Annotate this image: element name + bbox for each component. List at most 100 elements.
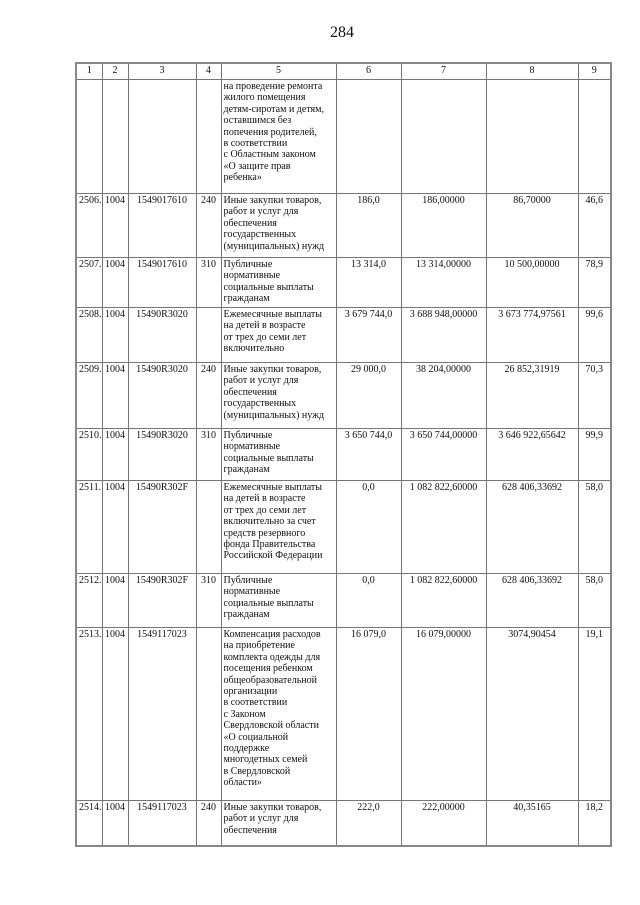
section-code-cell: 1004 (101, 627, 129, 801)
expense-type-cell: 240 (195, 362, 222, 429)
percent-executed-cell: 78,9 (577, 257, 612, 308)
row-number-cell: 2506. (75, 193, 103, 258)
expense-type-cell: 310 (195, 428, 222, 481)
amount-revised-cell: 1 082 822,60000 (400, 480, 487, 574)
percent-executed-cell: 58,0 (577, 573, 612, 628)
description-cell: Публичные нормативные социальные выплаты… (220, 257, 337, 308)
target-code-cell (127, 79, 197, 194)
row-number-cell: 2507. (75, 257, 103, 308)
amount-revised-cell: 3 688 948,00000 (400, 307, 487, 363)
budget-table: 1 2 3 4 5 6 7 8 9 на проведение ремонта … (75, 62, 612, 847)
section-code-cell: 1004 (101, 428, 129, 481)
expense-type-cell (195, 627, 222, 801)
description-cell: Ежемесячные выплаты на детей в возрасте … (220, 480, 337, 574)
section-code-cell: 1004 (101, 362, 129, 429)
description-cell: Публичные нормативные социальные выплаты… (220, 428, 337, 481)
section-code-cell: 1004 (101, 480, 129, 574)
amount-revised-cell (400, 79, 487, 194)
section-code-cell: 1004 (101, 257, 129, 308)
amount-executed-cell: 3074,90454 (485, 627, 579, 801)
amount-executed-cell: 40,35165 (485, 800, 579, 847)
percent-executed-cell: 46,6 (577, 193, 612, 258)
expense-type-cell: 240 (195, 193, 222, 258)
table-row: 2510. 1004 15490R3020 310 Публичные норматив… (75, 428, 612, 481)
amount-approved-cell: 13 314,0 (335, 257, 402, 308)
target-code-cell: 1549017610 (127, 193, 197, 258)
table-row: 2514. 1004 1549117023 240 Иные закупки товар… (75, 800, 612, 847)
column-header: 7 (400, 62, 487, 80)
column-header: 2 (101, 62, 129, 80)
description-cell: Публичные нормативные социальные выплаты… (220, 573, 337, 628)
percent-executed-cell: 70,3 (577, 362, 612, 429)
table-row: 2509. 1004 15490R3020 240 Иные закупки товар… (75, 362, 612, 429)
table-row: 2511. 1004 15490R302F Ежемесячные выплаты н… (75, 480, 612, 574)
description-cell: Иные закупки товаров, работ и услуг для … (220, 800, 337, 847)
amount-executed-cell: 3 673 774,97561 (485, 307, 579, 363)
amount-revised-cell: 3 650 744,00000 (400, 428, 487, 481)
amount-approved-cell: 16 079,0 (335, 627, 402, 801)
amount-approved-cell: 3 650 744,0 (335, 428, 402, 481)
target-code-cell: 1549017610 (127, 257, 197, 308)
row-number-cell: 2513. (75, 627, 103, 801)
column-header: 4 (195, 62, 222, 80)
description-cell: Ежемесячные выплаты на детей в возрасте … (220, 307, 337, 363)
table-row: 2512. 1004 15490R302F 310 Публичные норматив… (75, 573, 612, 628)
table-header-row: 1 2 3 4 5 6 7 8 9 (75, 62, 612, 80)
row-number-cell (75, 79, 103, 194)
description-cell: Иные закупки товаров, работ и услуг для … (220, 193, 337, 258)
description-cell: Иные закупки товаров, работ и услуг для … (220, 362, 337, 429)
percent-executed-cell: 58,0 (577, 480, 612, 574)
column-header: 5 (220, 62, 337, 80)
amount-revised-cell: 38 204,00000 (400, 362, 487, 429)
percent-executed-cell: 99,9 (577, 428, 612, 481)
percent-executed-cell (577, 79, 612, 194)
row-number-cell: 2510. (75, 428, 103, 481)
target-code-cell: 15490R3020 (127, 362, 197, 429)
amount-executed-cell: 86,70000 (485, 193, 579, 258)
description-cell: на проведение ремонта жилого помещения д… (220, 79, 337, 194)
column-header: 3 (127, 62, 197, 80)
target-code-cell: 15490R302F (127, 573, 197, 628)
amount-approved-cell: 222,0 (335, 800, 402, 847)
section-code-cell (101, 79, 129, 194)
table-row: 2506. 1004 1549017610 240 Иные закупки товар… (75, 193, 612, 258)
amount-approved-cell (335, 79, 402, 194)
column-header: 8 (485, 62, 579, 80)
section-code-cell: 1004 (101, 800, 129, 847)
target-code-cell: 1549117023 (127, 800, 197, 847)
table-row: 2513. 1004 1549117023 Компенсация расходов … (75, 627, 612, 801)
amount-executed-cell (485, 79, 579, 194)
row-number-cell: 2512. (75, 573, 103, 628)
target-code-cell: 15490R3020 (127, 428, 197, 481)
amount-executed-cell: 3 646 922,65642 (485, 428, 579, 481)
amount-revised-cell: 186,00000 (400, 193, 487, 258)
column-header: 1 (75, 62, 103, 80)
expense-type-cell: 310 (195, 257, 222, 308)
target-code-cell: 15490R302F (127, 480, 197, 574)
expense-type-cell: 310 (195, 573, 222, 628)
table-row: 2507. 1004 1549017610 310 Публичные норматив… (75, 257, 612, 308)
percent-executed-cell: 19,1 (577, 627, 612, 801)
amount-revised-cell: 16 079,00000 (400, 627, 487, 801)
amount-executed-cell: 26 852,31919 (485, 362, 579, 429)
section-code-cell: 1004 (101, 307, 129, 363)
expense-type-cell: 240 (195, 800, 222, 847)
amount-revised-cell: 1 082 822,60000 (400, 573, 487, 628)
amount-approved-cell: 3 679 744,0 (335, 307, 402, 363)
table-row: на проведение ремонта жилого помещения д… (75, 79, 612, 194)
page-number: 284 (330, 24, 354, 41)
row-number-cell: 2514. (75, 800, 103, 847)
amount-executed-cell: 10 500,00000 (485, 257, 579, 308)
section-code-cell: 1004 (101, 573, 129, 628)
section-code-cell: 1004 (101, 193, 129, 258)
amount-executed-cell: 628 406,33692 (485, 480, 579, 574)
amount-approved-cell: 186,0 (335, 193, 402, 258)
description-cell: Компенсация расходов на приобретение ком… (220, 627, 337, 801)
amount-revised-cell: 222,00000 (400, 800, 487, 847)
row-number-cell: 2509. (75, 362, 103, 429)
percent-executed-cell: 18,2 (577, 800, 612, 847)
amount-approved-cell: 0,0 (335, 573, 402, 628)
expense-type-cell (195, 79, 222, 194)
target-code-cell: 1549117023 (127, 627, 197, 801)
column-header: 6 (335, 62, 402, 80)
